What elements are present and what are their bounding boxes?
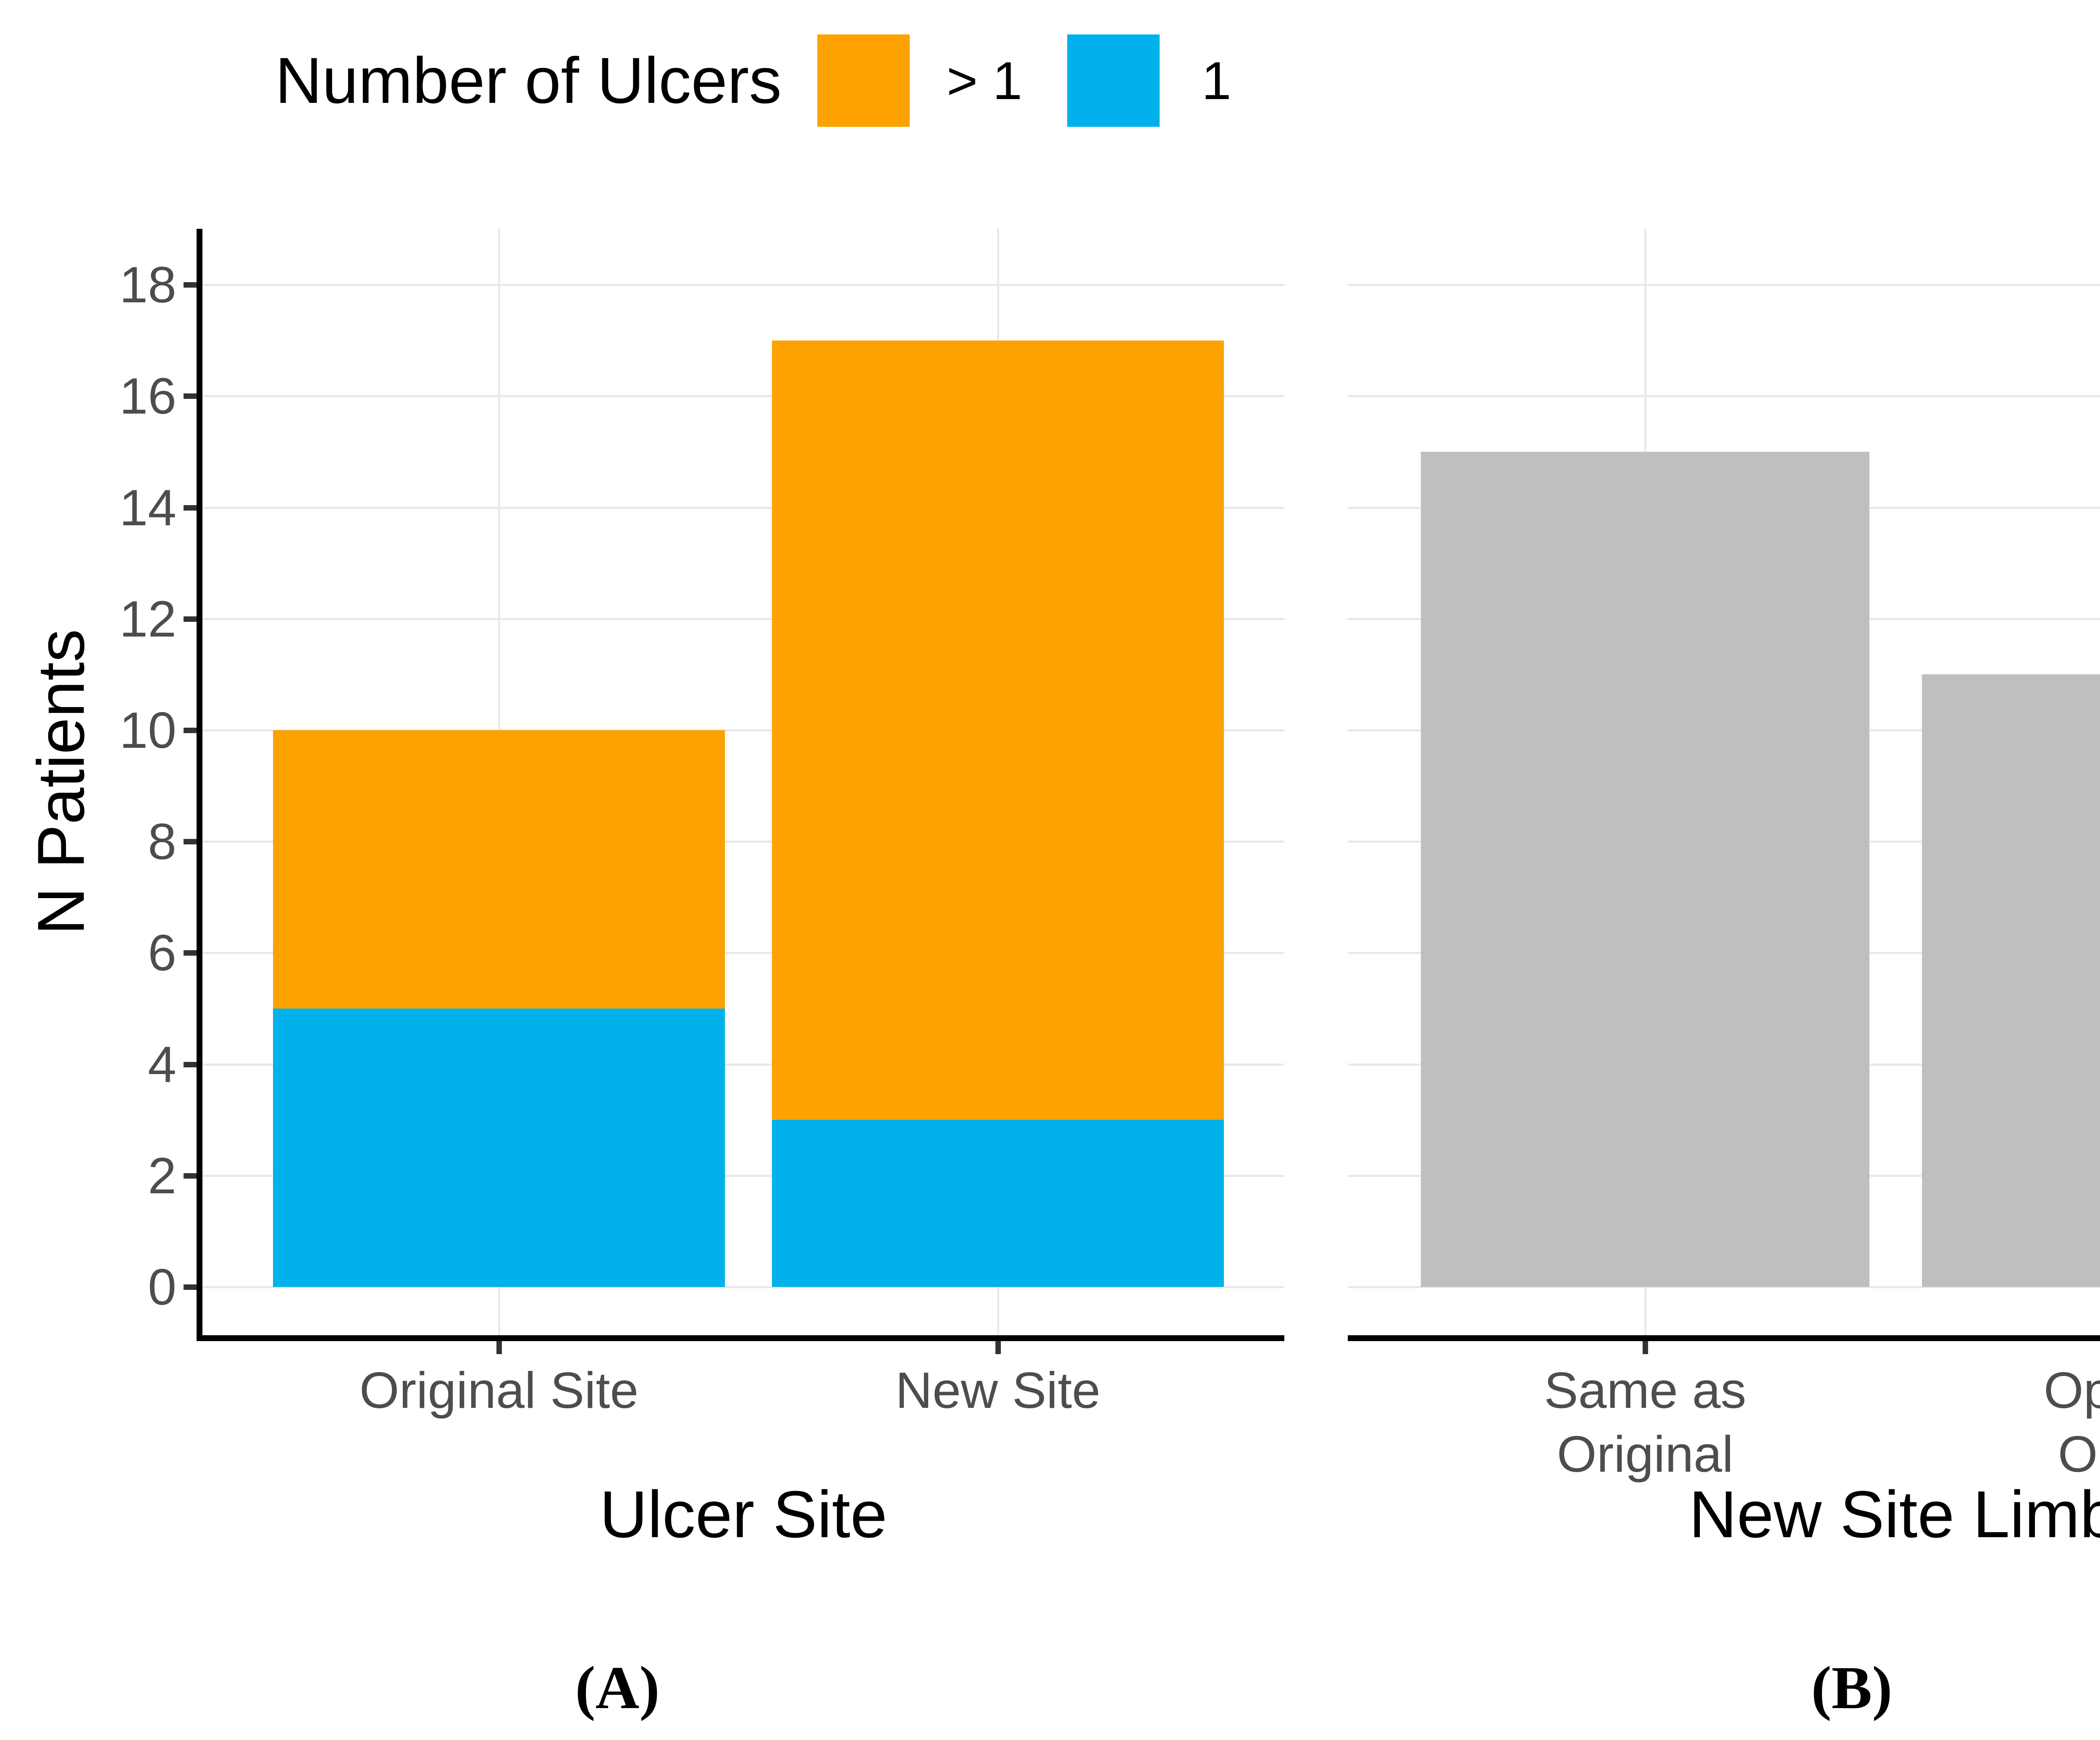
y-tick [184,950,197,956]
y-tick [184,282,197,288]
bar-segment [1421,452,1869,1287]
gridline-h [202,729,1284,731]
bar-segment [1922,674,2100,1287]
y-tick [184,839,197,845]
x-tick-label: Original [1557,1426,1734,1483]
legend-swatch-one-icon [1067,34,1160,127]
gridline-h [1348,284,2100,286]
x-tick-label: Same as [1544,1362,1746,1419]
panel-caption: (A) [575,1654,660,1722]
x-tick-label: Original Site [359,1362,639,1419]
y-tick [184,1284,197,1290]
legend-label-one: 1 [1201,50,1231,110]
y-tick-label: 0 [148,1258,176,1315]
panel-caption: (B) [1811,1654,1893,1722]
x-tick-label: Original [2058,1426,2100,1483]
gridline-h [202,841,1284,843]
panel-b-plot-area [1348,229,2100,1341]
legend-label-more-than-one: > 1 [946,50,1022,110]
y-tick [184,505,197,511]
x-axis-title: New Site Limb [1689,1478,2100,1551]
y-tick-label: 14 [119,479,176,536]
y-tick-label: 18 [119,256,176,314]
x-tick [496,1341,502,1354]
gridline-h [202,284,1284,286]
y-tick [184,393,197,399]
x-tick [995,1341,1001,1354]
gridline-h [1348,395,2100,398]
gridline-h [202,618,1284,620]
y-tick [184,1061,197,1067]
gridline-h [202,1063,1284,1066]
y-tick [184,1173,197,1179]
y-tick-label: 6 [148,924,176,982]
y-tick-label: 12 [119,590,176,647]
panel-a-plot-area [197,229,1284,1341]
y-tick [184,728,197,733]
gridline-h [202,1174,1284,1177]
bar-segment [772,1120,1224,1287]
gridline-h [202,506,1284,509]
bar-segment [273,730,725,1009]
y-tick [184,616,197,622]
y-tick-label: 16 [119,367,176,425]
y-tick-label: 8 [148,813,176,870]
gridline-h [202,395,1284,398]
y-axis-title: N Patients [24,629,98,935]
x-axis-title: Ulcer Site [599,1478,887,1551]
gridline-h [1348,1286,2100,1288]
y-tick-label: 2 [148,1147,176,1204]
x-tick [1643,1341,1648,1354]
legend: Number of Ulcers > 1 1 [275,34,1231,127]
x-tick-label: New Site [895,1362,1101,1419]
gridline-h [202,952,1284,954]
y-tick-label: 10 [119,702,176,759]
legend-swatch-more-than-one-icon [817,34,910,127]
x-tick-label: Opposite [2043,1362,2100,1419]
bar-segment [772,340,1224,1120]
gridline-h [202,1286,1284,1288]
legend-title: Number of Ulcers [275,44,782,117]
bar-segment [273,1009,725,1287]
y-tick-label: 4 [148,1035,176,1093]
